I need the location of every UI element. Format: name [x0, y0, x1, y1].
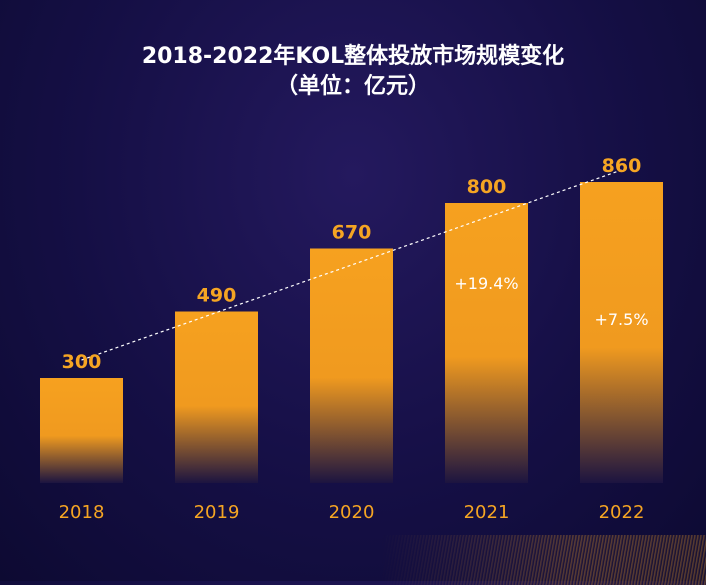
bar-2020 [310, 248, 393, 483]
bar-2019 [175, 311, 258, 483]
chart-subtitle: （单位：亿元） [275, 74, 430, 99]
bar-2022 [580, 182, 663, 483]
x-tick-2020: 2020 [329, 502, 375, 523]
x-tick-2018: 2018 [59, 502, 105, 523]
x-tick-2019: 2019 [194, 502, 240, 523]
bar-2018 [40, 378, 123, 483]
growth-annotation-2022: +7.5% [594, 310, 648, 329]
chart-title: 2018-2022年KOL整体投放市场规模变化 [141, 44, 565, 69]
growth-annotation-2021: +19.4% [454, 274, 518, 293]
value-label-2018: 300 [62, 351, 102, 373]
value-label-2020: 670 [332, 222, 372, 244]
decorative-glow [380, 535, 706, 585]
x-tick-2022: 2022 [599, 502, 645, 523]
value-label-2022: 860 [602, 155, 642, 177]
x-tick-2021: 2021 [464, 502, 510, 523]
value-label-2019: 490 [197, 285, 237, 307]
bar-2021 [445, 203, 528, 483]
value-label-2021: 800 [467, 176, 507, 198]
